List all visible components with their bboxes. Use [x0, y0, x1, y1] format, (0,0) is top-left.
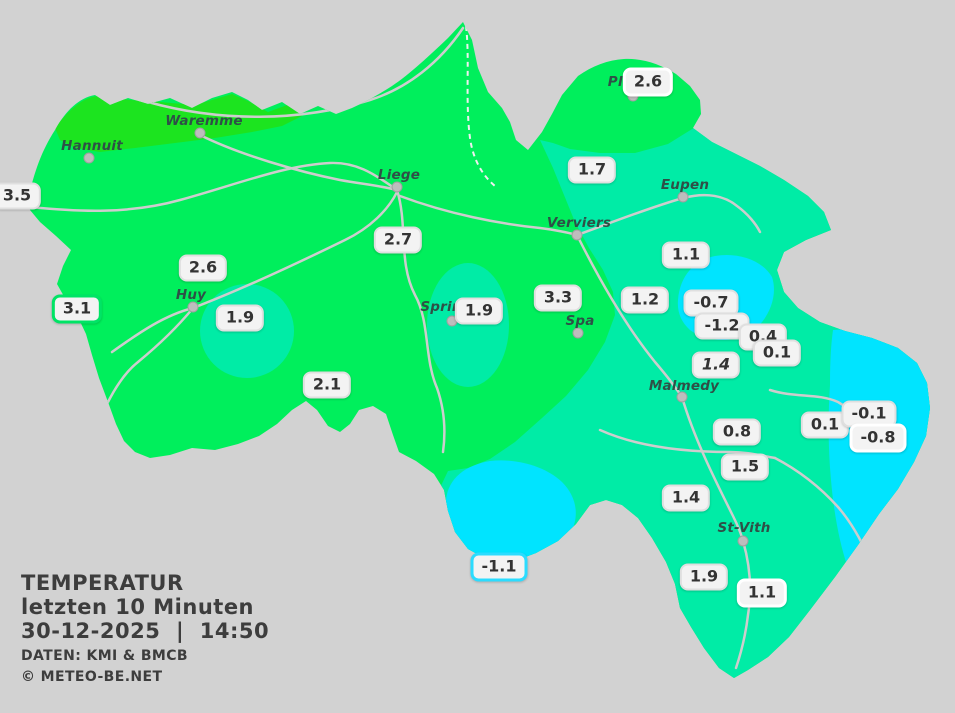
- country-border-dashed: [465, 25, 496, 187]
- station-value-badge[interactable]: 1.9: [454, 297, 504, 325]
- town-label-eupen: Eupen: [660, 177, 710, 193]
- road: [734, 539, 752, 670]
- station-value-badge[interactable]: 1.5: [720, 453, 770, 481]
- town-dot-hannuit: [83, 152, 95, 164]
- zone-lime-northwest: [55, 94, 302, 152]
- station-value-badge[interactable]: -1.1: [470, 552, 528, 582]
- town-dot-verviers: [571, 229, 583, 241]
- road: [110, 190, 399, 354]
- legend-source: DATEN: KMI & BMCB: [21, 648, 188, 664]
- station-value-badge[interactable]: -0.1: [841, 400, 897, 428]
- town-dot-huy: [187, 301, 199, 313]
- town-label-verviers: Verviers: [546, 215, 612, 231]
- station-value-badge[interactable]: 1.4: [661, 484, 711, 512]
- station-value-badge[interactable]: 1.9: [679, 563, 729, 591]
- town-label-hannuit: Hannuit: [61, 138, 123, 154]
- town-label-huy: Huy: [175, 287, 207, 303]
- station-value-badge[interactable]: 2.6: [178, 254, 228, 282]
- station-value-badge[interactable]: 1.1: [661, 241, 711, 269]
- road: [28, 161, 399, 212]
- town-label-waremme: Waremme: [165, 113, 243, 129]
- legend-block: TEMPERATUR letzten 10 Minuten 30-12-2025…: [21, 571, 269, 688]
- town-dot-liege: [391, 181, 403, 193]
- station-value-badge[interactable]: 1.9: [215, 304, 265, 332]
- station-value-badge[interactable]: 1.2: [620, 286, 670, 314]
- station-value-badge[interactable]: 0.1: [800, 411, 850, 439]
- station-value-badge[interactable]: 1.7: [567, 156, 617, 184]
- station-value-badge[interactable]: -0.8: [849, 423, 907, 453]
- legend-copyright: © METEO-BE.NET: [21, 669, 163, 685]
- town-dot-spa: [572, 327, 584, 339]
- legend-datetime: 30-12-2025 | 14:50: [21, 619, 270, 643]
- zone-teal-sprimont-blob: [427, 263, 509, 387]
- station-value-badge[interactable]: 2.6: [622, 67, 674, 97]
- road: [680, 395, 745, 543]
- road: [575, 233, 684, 399]
- legend-title: TEMPERATUR: [21, 571, 184, 595]
- station-value-badge[interactable]: 2.1: [302, 371, 352, 399]
- town-dot-malmedy: [676, 391, 688, 403]
- road: [575, 194, 762, 237]
- station-value-badge[interactable]: 0.8: [712, 418, 762, 446]
- station-value-badge[interactable]: 1.4: [691, 351, 741, 379]
- town-dot-eupen: [677, 191, 689, 203]
- legend-subtitle: letzten 10 Minuten: [21, 595, 255, 619]
- town-dot-st-vith: [737, 535, 749, 547]
- zone-cyan-stavelot: [445, 460, 576, 563]
- station-value-badge[interactable]: 3.1: [51, 294, 103, 324]
- road: [105, 306, 195, 406]
- town-label-st-vith: St-Vith: [717, 520, 771, 536]
- station-value-badge[interactable]: 3.5: [0, 182, 42, 210]
- road: [198, 133, 399, 192]
- station-value-badge[interactable]: 0.1: [752, 339, 802, 367]
- road: [398, 194, 579, 237]
- town-label-sprin: Sprin: [420, 299, 462, 315]
- town-label-spa: Spa: [565, 313, 595, 329]
- station-value-badge[interactable]: 2.7: [373, 226, 423, 254]
- town-label-liege: Liege: [377, 167, 421, 183]
- station-value-badge[interactable]: 3.3: [533, 284, 583, 312]
- station-value-badge[interactable]: 1.1: [736, 578, 788, 608]
- town-label-malmedy: Malmedy: [648, 378, 720, 394]
- town-dot-waremme: [194, 127, 206, 139]
